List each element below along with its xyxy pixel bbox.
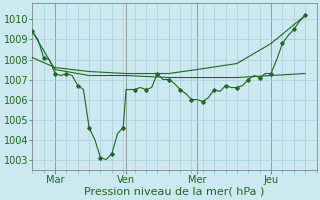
X-axis label: Pression niveau de la mer( hPa ): Pression niveau de la mer( hPa ) [84,187,265,197]
